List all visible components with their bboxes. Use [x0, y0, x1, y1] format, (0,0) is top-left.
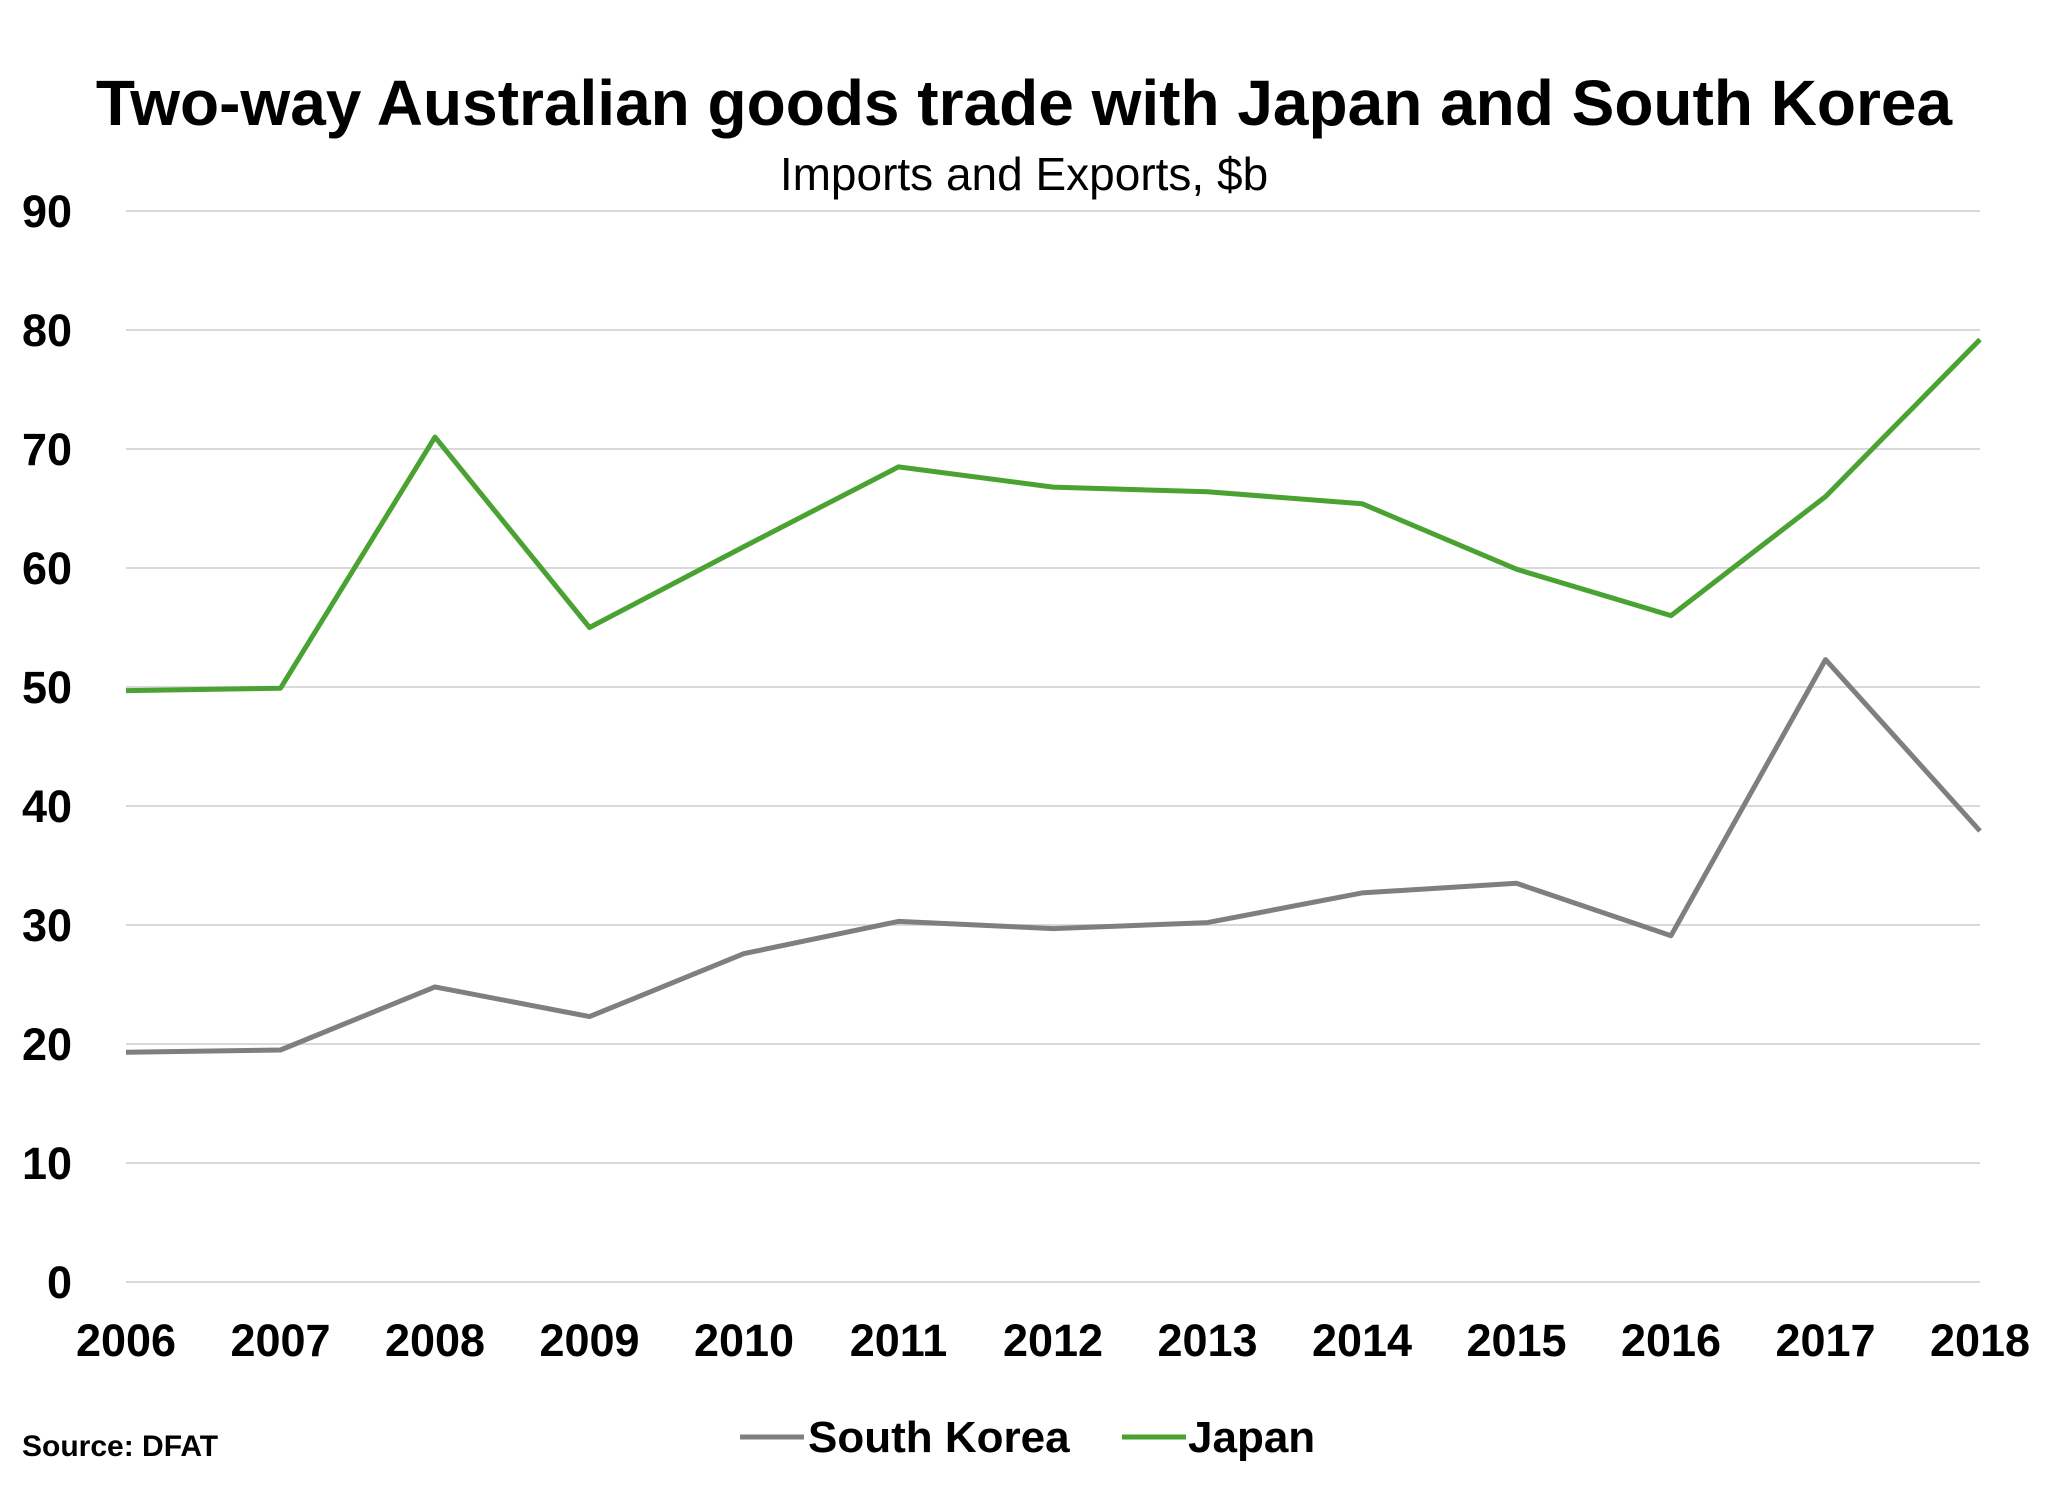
series-lines [125, 337, 1982, 1055]
chart-subtitle: Imports and Exports, $b [780, 148, 1268, 200]
x-tick-label: 2007 [230, 1315, 330, 1366]
x-tick-label: 2016 [1621, 1315, 1721, 1366]
x-tick-label: 2008 [385, 1315, 485, 1366]
y-tick-label: 10 [22, 1138, 72, 1189]
x-tick-label: 2017 [1775, 1315, 1875, 1366]
x-tick-label: 2010 [694, 1315, 794, 1366]
gridlines [126, 210, 1980, 1283]
x-tick-label: 2013 [1157, 1315, 1257, 1366]
x-tick-label: 2012 [1003, 1315, 1103, 1366]
x-tick-label: 2006 [76, 1315, 176, 1366]
y-axis-ticks: 0 10 20 30 40 50 60 70 80 90 [22, 186, 72, 1308]
legend-label: South Korea [808, 1413, 1070, 1462]
y-tick-label: 20 [22, 1019, 72, 1070]
x-tick-label: 2011 [850, 1315, 948, 1366]
y-tick-label: 80 [22, 305, 72, 356]
y-tick-label: 40 [22, 781, 72, 832]
legend: South Korea Japan [740, 1413, 1315, 1462]
series-line-japan [125, 337, 1982, 694]
x-tick-label: 2015 [1466, 1315, 1566, 1366]
y-tick-label: 60 [22, 543, 72, 594]
legend-label: Japan [1188, 1413, 1315, 1462]
x-tick-label: 2018 [1930, 1315, 2030, 1366]
series-line-south-korea [125, 657, 1982, 1055]
source-note: Source: DFAT [22, 1430, 218, 1463]
y-tick-label: 30 [22, 900, 72, 951]
x-axis-ticks: 2006 2007 2008 2009 2010 2011 2012 2013 2014 2015… [76, 1315, 2030, 1366]
y-tick-label: 70 [22, 424, 72, 475]
y-tick-label: 50 [22, 662, 72, 713]
x-tick-label: 2009 [539, 1315, 639, 1366]
x-tick-label: 2014 [1312, 1315, 1412, 1366]
chart-title: Two-way Australian goods trade with Japa… [96, 67, 1953, 139]
y-tick-label: 0 [47, 1257, 72, 1308]
y-tick-label: 90 [22, 186, 72, 237]
